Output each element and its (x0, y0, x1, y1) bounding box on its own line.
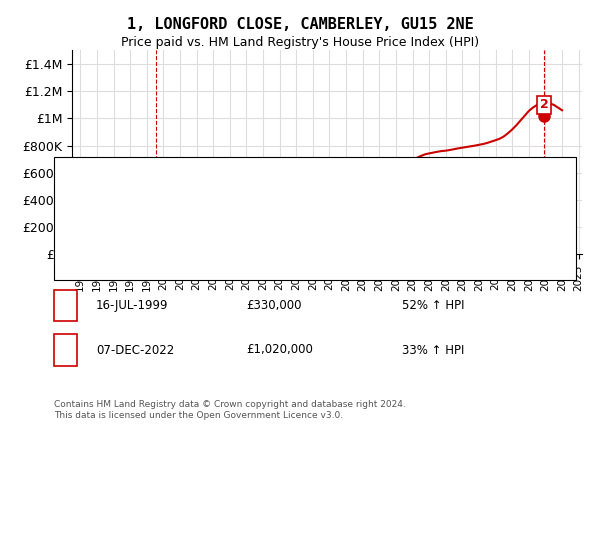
Text: £330,000: £330,000 (246, 298, 302, 312)
Text: 33% ↑ HPI: 33% ↑ HPI (402, 343, 464, 357)
Text: Price paid vs. HM Land Registry's House Price Index (HPI): Price paid vs. HM Land Registry's House … (121, 36, 479, 49)
Text: 2: 2 (540, 99, 548, 111)
Text: 1: 1 (151, 192, 160, 205)
Text: 52% ↑ HPI: 52% ↑ HPI (402, 298, 464, 312)
Text: HPI: Average price, detached house, Surrey Heath: HPI: Average price, detached house, Surr… (99, 236, 379, 246)
Text: Contains HM Land Registry data © Crown copyright and database right 2024.
This d: Contains HM Land Registry data © Crown c… (54, 400, 406, 420)
Text: 1, LONGFORD CLOSE, CAMBERLEY, GU15 2NE: 1, LONGFORD CLOSE, CAMBERLEY, GU15 2NE (127, 17, 473, 32)
Text: 1, LONGFORD CLOSE, CAMBERLEY, GU15 2NE (detached house): 1, LONGFORD CLOSE, CAMBERLEY, GU15 2NE (… (99, 185, 456, 195)
Text: 1: 1 (61, 298, 70, 312)
Text: £1,020,000: £1,020,000 (246, 343, 313, 357)
Text: 2: 2 (61, 343, 70, 357)
Text: 16-JUL-1999: 16-JUL-1999 (96, 298, 169, 312)
Text: 07-DEC-2022: 07-DEC-2022 (96, 343, 174, 357)
